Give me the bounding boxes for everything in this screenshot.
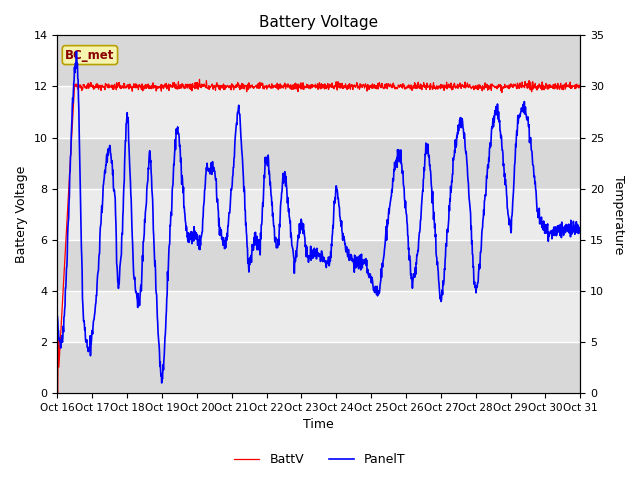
BattV: [157, 85, 165, 91]
PanelT: [515, 115, 523, 120]
BattV: [400, 84, 408, 90]
BattV: [54, 390, 61, 396]
PanelT: [469, 252, 477, 257]
BattV: [515, 84, 522, 89]
Bar: [58, 36, 580, 86]
Line: BattV: BattV: [58, 79, 580, 393]
Y-axis label: Temperature: Temperature: [612, 175, 625, 254]
BattV: [577, 81, 584, 87]
Bar: [58, 240, 580, 291]
Bar: [58, 342, 580, 393]
Text: BC_met: BC_met: [65, 48, 115, 61]
PanelT: [401, 195, 408, 201]
X-axis label: Time: Time: [303, 419, 334, 432]
BattV: [170, 84, 177, 89]
Title: Battery Voltage: Battery Voltage: [259, 15, 378, 30]
Bar: [58, 138, 580, 189]
BattV: [196, 76, 204, 82]
Y-axis label: Battery Voltage: Battery Voltage: [15, 166, 28, 263]
BattV: [228, 84, 236, 90]
BattV: [468, 84, 476, 89]
Legend: BattV, PanelT: BattV, PanelT: [229, 448, 411, 471]
PanelT: [171, 154, 179, 159]
PanelT: [54, 313, 61, 319]
PanelT: [229, 173, 237, 179]
PanelT: [157, 371, 165, 376]
PanelT: [577, 228, 584, 234]
PanelT: [72, 48, 80, 54]
PanelT: [158, 380, 166, 386]
Line: PanelT: PanelT: [58, 51, 580, 383]
